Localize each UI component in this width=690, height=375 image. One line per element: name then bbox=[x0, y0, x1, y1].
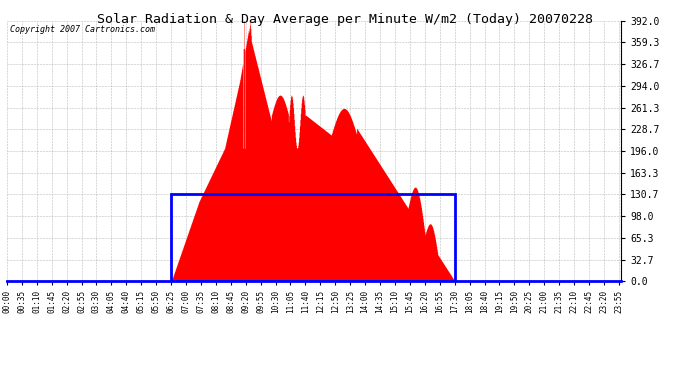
Text: Solar Radiation & Day Average per Minute W/m2 (Today) 20070228: Solar Radiation & Day Average per Minute… bbox=[97, 13, 593, 26]
Text: Copyright 2007 Cartronics.com: Copyright 2007 Cartronics.com bbox=[10, 24, 155, 33]
Bar bbox=[171, 194, 455, 281]
